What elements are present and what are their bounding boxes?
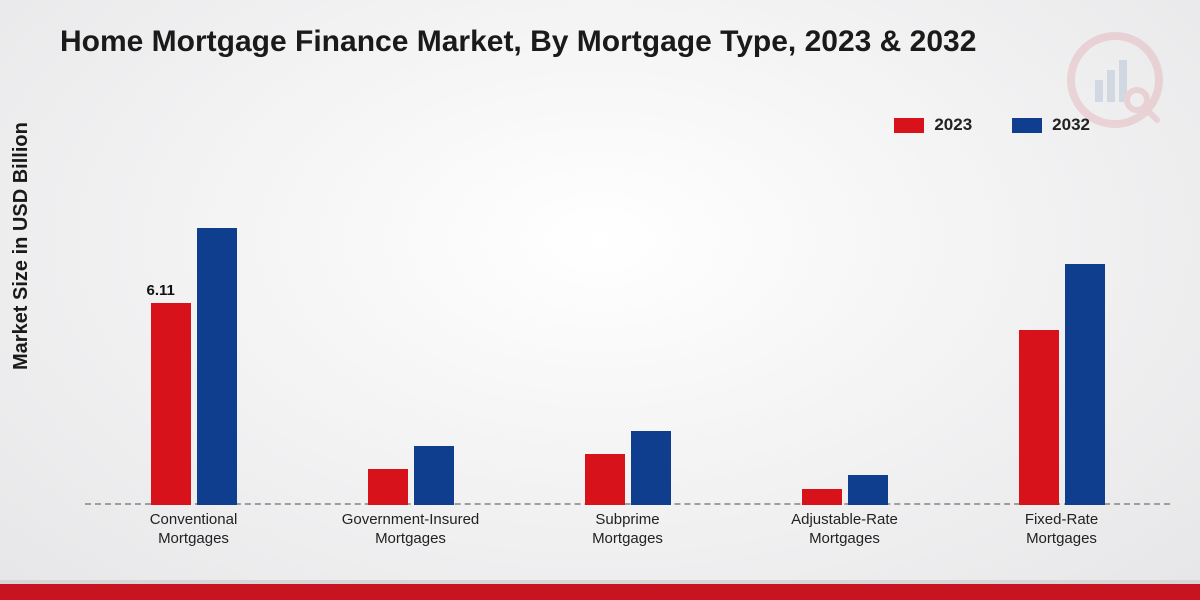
plot-area: ConventionalMortgages Government-InsuredM… bbox=[85, 175, 1170, 505]
y-axis-label: Market Size in USD Billion bbox=[10, 122, 33, 370]
bar bbox=[631, 431, 671, 505]
bar-group: Government-InsuredMortgages bbox=[321, 446, 501, 505]
bar-group: Fixed-RateMortgages bbox=[972, 264, 1152, 505]
bar bbox=[151, 303, 191, 505]
bar bbox=[848, 475, 888, 505]
chart-title: Home Mortgage Finance Market, By Mortgag… bbox=[60, 25, 976, 59]
x-tick-label: ConventionalMortgages bbox=[104, 505, 284, 549]
bar bbox=[414, 446, 454, 505]
legend: 2023 2032 bbox=[894, 115, 1090, 135]
bar bbox=[1019, 330, 1059, 505]
legend-swatch-2023 bbox=[894, 118, 924, 133]
bar bbox=[802, 489, 842, 506]
legend-item-2023: 2023 bbox=[894, 115, 972, 135]
chart-container: Home Mortgage Finance Market, By Mortgag… bbox=[0, 0, 1200, 600]
bar-group: SubprimeMortgages bbox=[538, 431, 718, 505]
legend-label: 2023 bbox=[934, 115, 972, 135]
bar-group: Adjustable-RateMortgages bbox=[755, 475, 935, 505]
legend-item-2032: 2032 bbox=[1012, 115, 1090, 135]
bar-value-label: 6.11 bbox=[147, 282, 175, 299]
x-tick-label: Government-InsuredMortgages bbox=[321, 505, 501, 549]
bar bbox=[1065, 264, 1105, 505]
bar bbox=[585, 454, 625, 505]
footer-bar bbox=[0, 584, 1200, 600]
bar bbox=[197, 228, 237, 505]
legend-swatch-2032 bbox=[1012, 118, 1042, 133]
legend-label: 2032 bbox=[1052, 115, 1090, 135]
bar bbox=[368, 469, 408, 505]
x-tick-label: Adjustable-RateMortgages bbox=[755, 505, 935, 549]
x-tick-label: Fixed-RateMortgages bbox=[972, 505, 1152, 549]
x-tick-label: SubprimeMortgages bbox=[538, 505, 718, 549]
bar-group: ConventionalMortgages bbox=[104, 228, 284, 505]
